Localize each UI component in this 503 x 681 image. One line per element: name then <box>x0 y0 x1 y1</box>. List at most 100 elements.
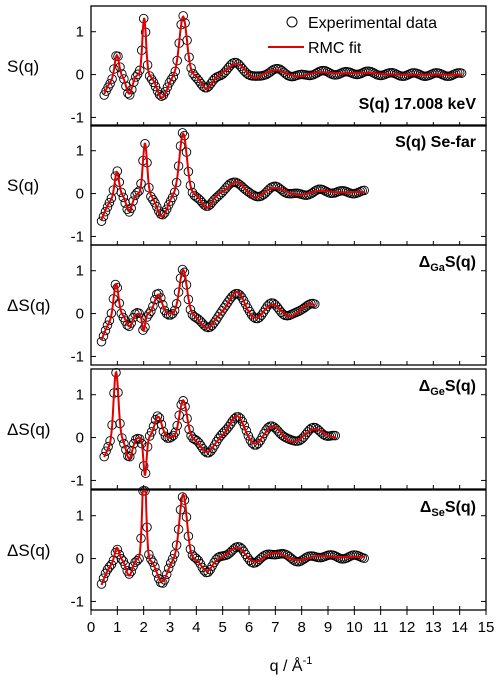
data-point <box>168 71 179 82</box>
data-point <box>112 544 123 555</box>
data-point <box>125 90 135 100</box>
y-tick-label: 0 <box>76 306 84 323</box>
fit-line <box>100 268 316 341</box>
x-tick-label: 1 <box>113 619 121 636</box>
panel-frame <box>90 368 487 490</box>
data-point <box>134 186 144 196</box>
fit-line <box>100 132 365 221</box>
data-point <box>146 427 157 437</box>
x-tick-label: 2 <box>139 619 147 636</box>
y-tick-label: 1 <box>76 24 84 41</box>
data-point <box>186 63 196 73</box>
data-point <box>96 216 107 226</box>
fit-line <box>103 15 463 99</box>
data-point <box>237 416 248 427</box>
data-point <box>117 69 127 79</box>
data-point <box>225 179 235 189</box>
fit-line <box>100 489 365 586</box>
data-point <box>144 309 154 319</box>
data-point <box>154 288 164 299</box>
y-tick-label: 0 <box>76 186 84 203</box>
data-point <box>148 557 158 568</box>
data-point <box>456 68 467 78</box>
data-point <box>166 74 177 85</box>
data-point <box>132 556 142 566</box>
x-tick-label: 13 <box>425 619 442 636</box>
panel-title-delta: Δ <box>419 378 431 395</box>
data-point <box>177 492 188 502</box>
data-point <box>99 451 109 462</box>
y-tick-label: 0 <box>76 551 84 568</box>
data-point <box>161 569 172 580</box>
x-tick-label: 9 <box>324 619 332 636</box>
data-point <box>124 569 134 579</box>
data-point <box>101 446 111 456</box>
data-point <box>170 427 181 437</box>
data-point <box>167 554 178 564</box>
data-point <box>359 185 369 196</box>
y-tick-label: 0 <box>76 67 84 84</box>
y-tick-label: -1 <box>71 472 84 489</box>
panel-title-sub: Ga <box>430 262 446 274</box>
data-point <box>158 300 168 310</box>
data-point <box>152 202 162 212</box>
data-point <box>100 325 111 336</box>
y-tick-label: -1 <box>71 593 84 610</box>
y-tick-label: 1 <box>76 263 84 280</box>
y-axis-label: ΔS(q) <box>7 296 50 315</box>
panel-frame <box>90 489 487 611</box>
x-tick-label: 6 <box>245 619 253 636</box>
data-point <box>150 81 161 92</box>
data-point <box>129 77 139 87</box>
data-point <box>104 197 115 208</box>
data-point <box>235 413 246 424</box>
data-point <box>121 81 131 91</box>
data-point <box>102 202 113 212</box>
x-tick-label: 5 <box>218 619 226 636</box>
data-point <box>167 192 178 203</box>
panel-title-sub: Ge <box>430 386 445 398</box>
y-tick-label: -1 <box>71 109 84 126</box>
x-tick-label: 8 <box>297 619 305 636</box>
y-tick-label: -1 <box>71 348 84 365</box>
x-axis-label-text: q / Å <box>270 656 303 675</box>
y-axis-label: ΔS(q) <box>7 541 50 560</box>
panel-title: ΔSeS(q) <box>420 499 476 519</box>
data-point <box>146 306 156 316</box>
panel-title-base: S(q) <box>445 378 476 395</box>
data-point <box>132 187 142 198</box>
data-point <box>243 430 254 441</box>
data-point <box>148 301 158 312</box>
y-tick-label: 0 <box>76 430 84 447</box>
legend-circle-marker <box>286 16 298 28</box>
data-point <box>163 563 174 574</box>
panel-title: ΔGeS(q) <box>419 378 476 398</box>
panel-frame <box>90 244 487 366</box>
data-point <box>98 331 109 341</box>
data-point <box>165 558 176 568</box>
x-axis-label: q / Å-1 <box>270 655 313 675</box>
data-point <box>152 411 163 421</box>
data-point <box>211 72 222 82</box>
data-point <box>103 441 113 452</box>
x-tick-label: 0 <box>87 619 95 636</box>
legend-background <box>265 8 480 58</box>
data-point <box>119 438 129 449</box>
data-point <box>168 430 179 441</box>
data-point <box>158 578 168 588</box>
x-tick-label: 14 <box>451 619 468 636</box>
panel-title-sub: Se <box>431 507 444 519</box>
panel-title-delta: Δ <box>420 499 432 516</box>
panel-title: S(q) Se-far <box>395 134 476 151</box>
data-point <box>128 196 138 206</box>
data-point <box>152 568 162 578</box>
x-tick-label: 4 <box>192 619 200 636</box>
data-point <box>104 315 115 326</box>
experimental-series <box>99 367 340 479</box>
data-point <box>178 396 188 406</box>
data-point <box>359 553 369 564</box>
data-point <box>105 78 115 89</box>
y-tick-label: -1 <box>71 228 84 245</box>
